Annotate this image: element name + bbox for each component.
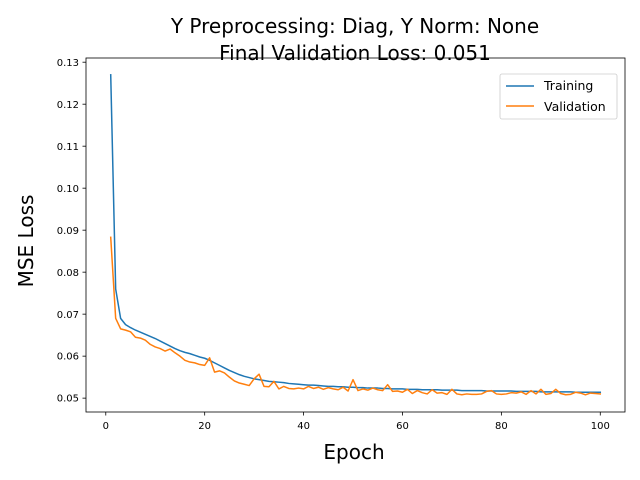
x-tick-label: 20 [198,421,211,432]
y-axis-ticks: 0.05 0.06 0.07 0.08 0.09 0.10 0.11 0.12 0.13 [57,58,86,405]
x-axis-label: Epoch [323,440,384,464]
series-line-training [109,74,602,394]
legend-label-training: Training [543,78,593,93]
x-tick-label: 60 [396,421,409,432]
legend: Training Validation [499,73,618,120]
plot-area [85,57,626,413]
series-layer [109,74,602,396]
legend-label-validation: Validation [544,99,606,114]
y-tick-label: 0.12 [57,100,79,111]
y-tick-label: 0.10 [57,184,79,195]
y-tick-label: 0.11 [57,142,79,153]
y-tick-label: 0.06 [57,352,79,363]
y-tick-label: 0.09 [57,226,79,237]
x-tick-label: 0 [103,421,109,432]
y-tick-label: 0.07 [57,310,79,321]
x-tick-label: 80 [495,421,508,432]
y-tick-label: 0.13 [57,58,79,69]
y-tick-label: 0.05 [57,394,79,405]
y-tick-label: 0.08 [57,268,79,279]
chart-title-line1: Y Preprocessing: Diag, Y Norm: None [170,14,539,38]
y-axis-label: MSE Loss [14,195,38,288]
series-line-validation [109,236,602,396]
x-axis-ticks: 0 20 40 60 80 100 [103,412,610,432]
x-tick-label: 40 [297,421,310,432]
axes-frame [85,57,626,413]
x-tick-label: 100 [591,421,610,432]
chart-title-line2: Final Validation Loss: 0.051 [219,41,491,65]
